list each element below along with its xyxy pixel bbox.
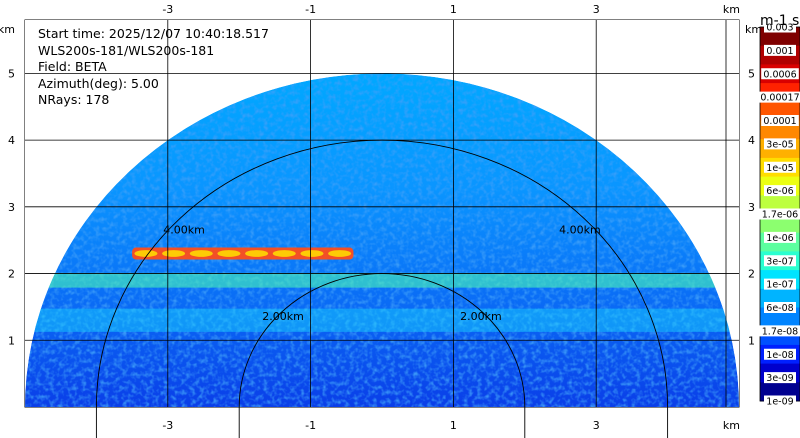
colorbar-label-bg <box>764 138 796 150</box>
colorbar-label: 1e-06 <box>766 233 793 244</box>
colorbar-label-bg <box>764 231 796 243</box>
km-unit-label: km <box>723 3 740 16</box>
cloud-core <box>300 250 324 257</box>
colorbar-label-bg <box>764 21 796 33</box>
layer-2 <box>25 308 739 332</box>
colorbar-label-bg <box>758 91 800 103</box>
range-ring <box>238 273 526 438</box>
km-unit-label: km <box>723 419 740 432</box>
layer-1 <box>25 272 739 288</box>
y-tick-left: 1 <box>8 334 15 347</box>
y-tick-left: 5 <box>8 67 15 80</box>
colorbar-label: 1e-09 <box>766 397 793 408</box>
colorbar-label-bg <box>761 115 799 126</box>
colorbar-label-bg <box>764 302 796 313</box>
x-tick-bottom: 3 <box>593 419 600 432</box>
y-tick-right: 1 <box>748 334 755 347</box>
colorbar-label: 1e-07 <box>766 280 793 291</box>
layer-band-1 <box>25 272 739 288</box>
colorbar-label: 1e-08 <box>766 350 793 361</box>
range-ring-label: 4.00km <box>559 223 601 236</box>
range-ring-label: 2.00km <box>460 310 502 323</box>
x-tick-top: 3 <box>593 3 600 16</box>
y-tick-right: 2 <box>748 268 755 281</box>
sector-mask <box>25 20 739 407</box>
colorbar-label: 1e-05 <box>766 163 793 174</box>
nrays-label: NRays: 178 <box>38 92 109 107</box>
field-label: Field: BETA <box>38 59 107 74</box>
colorbar: 0.003 0.001 0.0006 0.00017 0.0001 3e-05 1e-05 6… <box>758 13 800 408</box>
colorbar-label: 3e-09 <box>766 373 793 384</box>
colorbar-label: 0.001 <box>766 46 793 57</box>
colorbar-label-bg <box>764 255 796 267</box>
colorbar-label-bg <box>764 185 796 197</box>
colorbar-label: 1.7e-06 <box>762 210 798 221</box>
range-rings: 2.00km 2.00km 4.00km 4.00km <box>95 139 669 438</box>
colorbar-label: 6e-06 <box>766 186 793 197</box>
colorbar-label: 0.00017 <box>760 93 799 104</box>
colorbar-label-bg <box>764 348 796 360</box>
cloud-core <box>217 250 241 257</box>
x-tick-top: -1 <box>305 3 316 16</box>
colorbar-label: 3e-07 <box>766 256 793 267</box>
colorbar-label: 0.0006 <box>763 69 796 80</box>
layer-band-0 <box>132 247 354 260</box>
info-block: Start time: 2025/12/07 10:40:18.517 WLS2… <box>38 26 269 107</box>
colorbar-label-bg <box>764 395 796 407</box>
cloud-core <box>328 250 352 257</box>
y-tick-right: 3 <box>748 201 755 214</box>
x-tick-top: -3 <box>162 3 173 16</box>
cloud-core <box>272 250 296 257</box>
colorbar-label-bg <box>764 278 796 290</box>
layer-0 <box>132 247 354 260</box>
x-tick-bottom: 1 <box>450 419 457 432</box>
colorbar-label-bg <box>764 372 796 384</box>
data-layer <box>25 20 739 407</box>
cloud-core <box>134 250 158 257</box>
colorbar-label: 0.003 <box>766 23 793 34</box>
colorbar-label: 1.7e-08 <box>762 326 798 337</box>
cloud-core <box>245 250 269 257</box>
azimuth-label: Azimuth(deg): 5.00 <box>38 76 159 91</box>
x-tick-bottom: -1 <box>305 419 316 432</box>
y-tick-left: 2 <box>8 268 15 281</box>
range-ring-label: 4.00km <box>163 223 205 236</box>
colorbar-label: 0.0001 <box>763 116 796 127</box>
colorbar-label: 6e-08 <box>766 303 793 314</box>
colorbar-label-bg <box>764 44 796 56</box>
start-time-label: Start time: 2025/12/07 10:40:18.517 <box>38 26 269 41</box>
km-unit-label: km <box>0 23 15 36</box>
colorbar-label-bg <box>758 325 800 337</box>
scan-texture <box>25 73 739 407</box>
range-ring <box>95 139 669 438</box>
range-ring-label: 2.00km <box>262 310 304 323</box>
y-tick-right: 5 <box>748 67 755 80</box>
y-tick-right: 4 <box>748 134 755 147</box>
colorbar-label: 3e-05 <box>766 139 793 150</box>
colorbar-units-title: m-1 sr-1 <box>760 13 800 29</box>
colorbar-label-bg <box>758 208 800 220</box>
layer-band-2 <box>25 308 739 332</box>
y-tick-left: 4 <box>8 134 15 147</box>
instrument-label: WLS200s-181/WLS200s-181 <box>38 43 214 58</box>
x-tick-top: 1 <box>450 3 457 16</box>
y-tick-left: 3 <box>8 201 15 214</box>
colorbar-label-bg <box>761 68 799 80</box>
cloud-core <box>189 250 213 257</box>
x-tick-bottom: -3 <box>162 419 173 432</box>
km-unit-label: km <box>745 23 762 36</box>
cloud-core <box>162 250 186 257</box>
colorbar-label-bg <box>764 161 796 173</box>
